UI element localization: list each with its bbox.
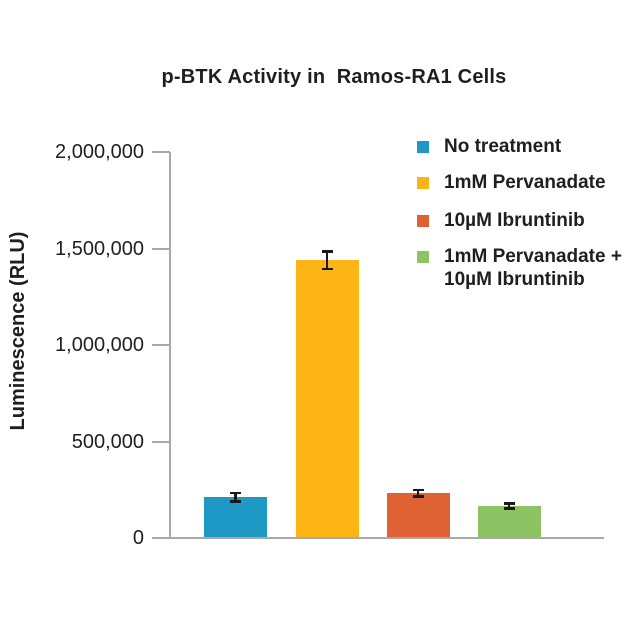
- legend-swatch-icon: [417, 176, 429, 189]
- legend-item: 1mM Pervanadate + 10µM Ibruntinib: [417, 245, 640, 291]
- error-bar-cap-bottom: [412, 495, 424, 498]
- y-tick-label: 1,500,000: [55, 237, 144, 260]
- legend-swatch-icon: [417, 215, 429, 227]
- error-bar-cap-top: [321, 250, 333, 253]
- legend-swatch-icon: [417, 251, 429, 263]
- error-bar-stem: [416, 489, 420, 497]
- y-tick-label: 1,000,000: [55, 334, 144, 356]
- legend-item: 1mM Pervanadate: [417, 171, 640, 194]
- legend-label: 1mM Pervanadate: [444, 171, 606, 193]
- error-bar-cap-top: [230, 491, 241, 495]
- error-bar-cap-bottom: [230, 500, 241, 503]
- chart-title: p-BTK Activity in Ramos-RA1 Cells: [161, 66, 507, 88]
- bar-10-m-ibruntinib: [386, 493, 450, 538]
- y-axis-label: Luminescence (RLU): [7, 231, 29, 431]
- legend-label: 10µM Ibruntinib: [444, 210, 585, 231]
- y-tick-label: 2,000,000: [55, 141, 144, 163]
- error-bar-cap-bottom: [503, 507, 515, 510]
- y-axis-line: [169, 152, 171, 539]
- y-tick-label: 0: [132, 527, 144, 549]
- bar-no-treatment: [204, 497, 267, 538]
- error-bar-stem: [234, 493, 237, 502]
- y-tick-mark: [152, 440, 170, 443]
- x-axis-line: [169, 537, 604, 539]
- error-bar-cap-bottom: [321, 267, 333, 270]
- legend-item: No treatment: [417, 135, 640, 158]
- legend-label: No treatment: [444, 136, 562, 157]
- error-bar-stem: [325, 251, 329, 269]
- legend-item: 10µM Ibruntinib: [417, 209, 640, 232]
- y-tick-label: 500,000: [71, 430, 144, 453]
- y-tick-mark: [152, 247, 170, 250]
- error-bar-stem: [507, 503, 511, 509]
- error-bar-cap-top: [412, 488, 424, 491]
- y-tick-mark: [152, 537, 170, 539]
- error-bar-cap-top: [503, 502, 515, 505]
- y-tick-mark: [152, 151, 170, 153]
- bar-1mm-pervanadate-10-m-ibruntinib: [477, 506, 541, 538]
- legend-label: 1mM Pervanadate + 10µM Ibruntinib: [444, 246, 622, 290]
- y-tick-mark: [152, 344, 170, 346]
- legend-swatch-icon: [417, 141, 429, 153]
- bar-1mm-pervanadate: [295, 260, 359, 538]
